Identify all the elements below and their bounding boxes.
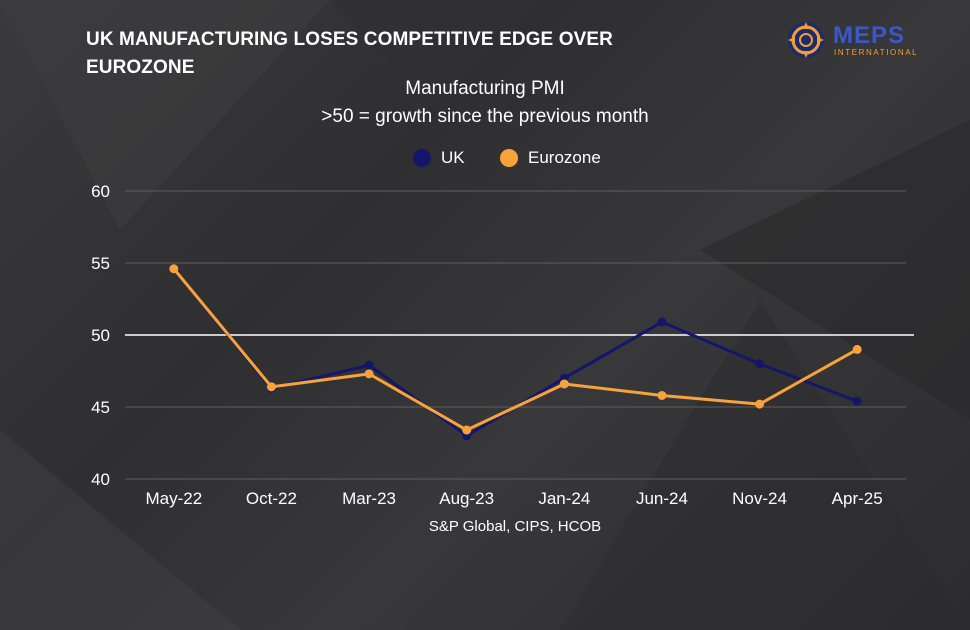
data-point-eurozone-3 — [462, 425, 472, 435]
legend-swatch-uk — [413, 149, 431, 167]
meps-logo: MEPS INTERNATIONAL — [786, 20, 919, 62]
data-point-eurozone-1 — [266, 382, 276, 392]
y-tick-label-55: 55 — [91, 254, 110, 273]
data-point-eurozone-6 — [755, 399, 765, 409]
y-tick-label-50: 50 — [91, 326, 110, 345]
chart-subtitle: >50 = growth since the previous month — [321, 106, 649, 127]
x-tick-label-nov-24: Nov-24 — [732, 489, 787, 508]
series-line-uk — [172, 267, 859, 438]
x-tick-label-may-22: May-22 — [145, 489, 202, 508]
legend-item-eurozone: Eurozone — [500, 146, 601, 170]
chart-title: Manufacturing PMI — [405, 78, 565, 99]
source-note: S&P Global, CIPS, HCOB — [428, 518, 602, 535]
y-tick-label-45: 45 — [91, 398, 110, 417]
data-point-eurozone-0 — [169, 264, 179, 274]
y-tick-label-40: 40 — [91, 470, 110, 489]
data-point-uk-6 — [755, 359, 765, 369]
data-point-uk-7 — [852, 396, 862, 406]
data-point-eurozone-2 — [364, 369, 374, 379]
data-point-uk-2 — [364, 360, 374, 370]
data-point-eurozone-5 — [657, 390, 667, 400]
series-line-eurozone — [172, 267, 859, 432]
x-tick-label-mar-23: Mar-23 — [342, 489, 396, 508]
x-tick-label-jun-24: Jun-24 — [636, 489, 688, 508]
logo-tagline: INTERNATIONAL — [834, 48, 919, 57]
legend-swatch-eurozone — [500, 149, 518, 167]
x-tick-label-apr-25: Apr-25 — [832, 489, 883, 508]
data-point-eurozone-4 — [559, 379, 569, 389]
data-point-eurozone-7 — [852, 344, 862, 354]
x-tick-label-jan-24: Jan-24 — [538, 489, 590, 508]
y-tick-label-60: 60 — [91, 182, 110, 201]
compass-icon — [788, 22, 824, 58]
x-tick-label-oct-22: Oct-22 — [246, 489, 297, 508]
data-point-uk-5 — [657, 317, 667, 327]
headline: UK MANUFACTURING LOSES COMPETITIVE EDGE … — [86, 29, 613, 78]
legend-label-uk: UK — [441, 148, 465, 167]
x-tick-label-aug-23: Aug-23 — [439, 489, 494, 508]
legend-item-uk: UK — [413, 146, 465, 170]
logo-wordmark: MEPS — [833, 22, 906, 49]
legend: UK Eurozone — [0, 146, 970, 170]
legend-label-eurozone: Eurozone — [528, 148, 601, 167]
